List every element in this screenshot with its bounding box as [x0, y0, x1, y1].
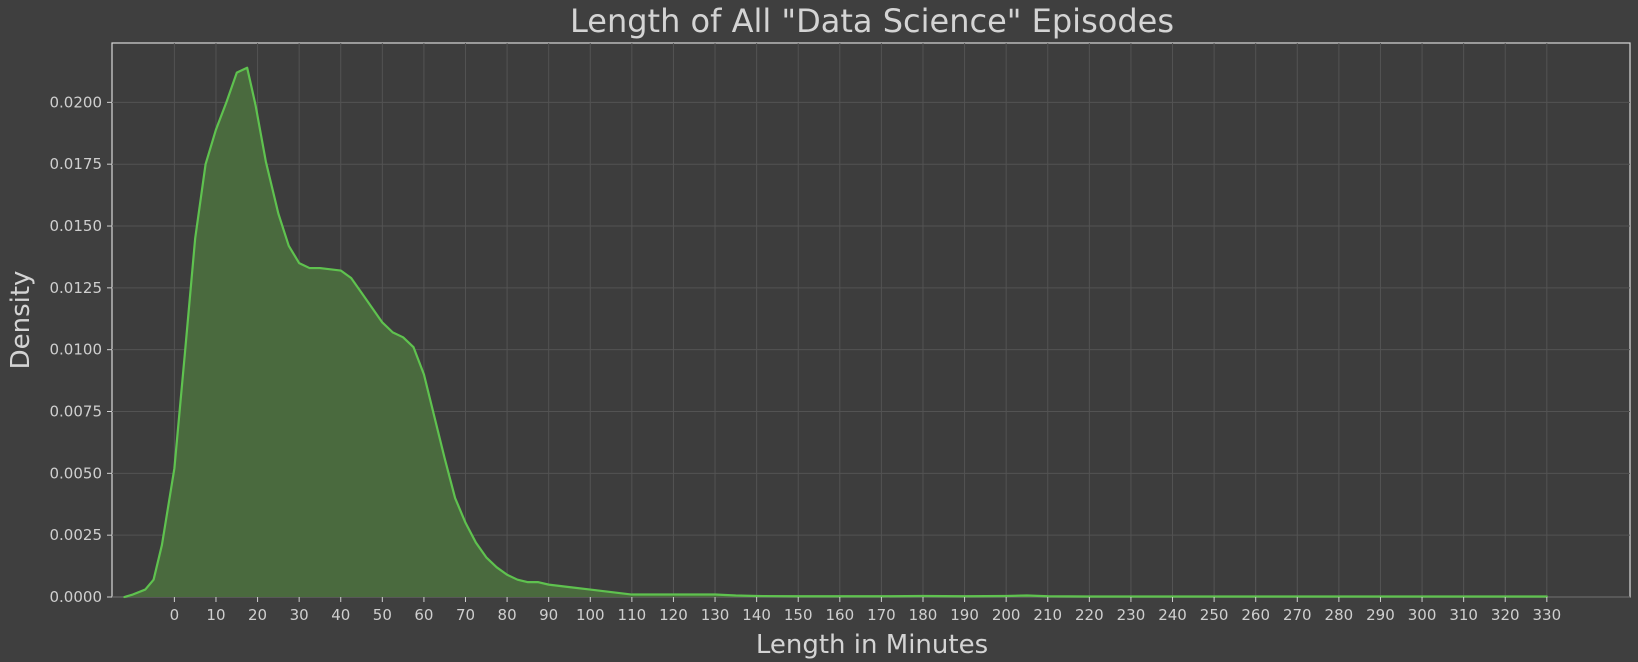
x-tick-label: 260 — [1241, 606, 1270, 624]
y-axis: 0.0000 0.0025 0.0050 0.0075 0.0100 0.0125 0.01… — [50, 93, 112, 606]
x-tick-label: 180 — [909, 606, 938, 624]
x-tick-label: 80 — [498, 606, 517, 624]
x-tick-label: 200 — [992, 606, 1021, 624]
y-tick-label: 0.0100 — [50, 341, 103, 359]
y-tick-label: 0.0050 — [50, 464, 103, 482]
x-tick-label: 30 — [290, 606, 309, 624]
x-tick-label: 170 — [867, 606, 896, 624]
x-tick-label: 300 — [1408, 606, 1437, 624]
y-tick-label: 0.0000 — [50, 588, 103, 606]
x-tick-label: 290 — [1366, 606, 1395, 624]
x-tick-label: 310 — [1449, 606, 1478, 624]
x-tick-label: 270 — [1283, 606, 1312, 624]
x-tick-label: 110 — [618, 606, 647, 624]
y-tick-label: 0.0075 — [50, 403, 103, 421]
x-tick-label: 140 — [742, 606, 771, 624]
y-tick-label: 0.0025 — [50, 526, 103, 544]
x-tick-label: 120 — [659, 606, 688, 624]
x-tick-label: 10 — [206, 606, 225, 624]
x-tick-label: 150 — [784, 606, 813, 624]
chart-title: Length of All "Data Science" Episodes — [570, 2, 1174, 40]
x-axis: 0 10 20 30 40 50 60 70 80 90 100 110 120 130 140 150 160… — [170, 597, 1562, 624]
density-line — [123, 66, 1548, 599]
x-tick-label: 100 — [576, 606, 605, 624]
y-axis-label: Density — [6, 271, 36, 370]
x-tick-label: 0 — [170, 606, 180, 624]
x-tick-label: 250 — [1200, 606, 1229, 624]
x-tick-label: 70 — [456, 606, 475, 624]
density-area — [124, 67, 1547, 598]
x-axis-label: Length in Minutes — [756, 630, 988, 660]
x-tick-label: 130 — [701, 606, 730, 624]
x-tick-label: 90 — [539, 606, 558, 624]
x-tick-label: 20 — [248, 606, 267, 624]
y-tick-label: 0.0200 — [50, 93, 103, 111]
x-tick-label: 330 — [1533, 606, 1562, 624]
x-tick-label: 220 — [1075, 606, 1104, 624]
y-tick-label: 0.0175 — [50, 155, 103, 173]
y-tick-label: 0.0125 — [50, 279, 103, 297]
x-tick-label: 160 — [825, 606, 854, 624]
x-tick-label: 320 — [1491, 606, 1520, 624]
x-tick-label: 210 — [1033, 606, 1062, 624]
x-tick-label: 280 — [1325, 606, 1354, 624]
x-tick-label: 60 — [414, 606, 433, 624]
x-tick-label: 190 — [950, 606, 979, 624]
x-tick-label: 240 — [1158, 606, 1187, 624]
x-tick-label: 50 — [373, 606, 392, 624]
x-tick-label: 40 — [331, 606, 350, 624]
x-tick-label: 230 — [1117, 606, 1146, 624]
y-tick-label: 0.0150 — [50, 217, 103, 235]
